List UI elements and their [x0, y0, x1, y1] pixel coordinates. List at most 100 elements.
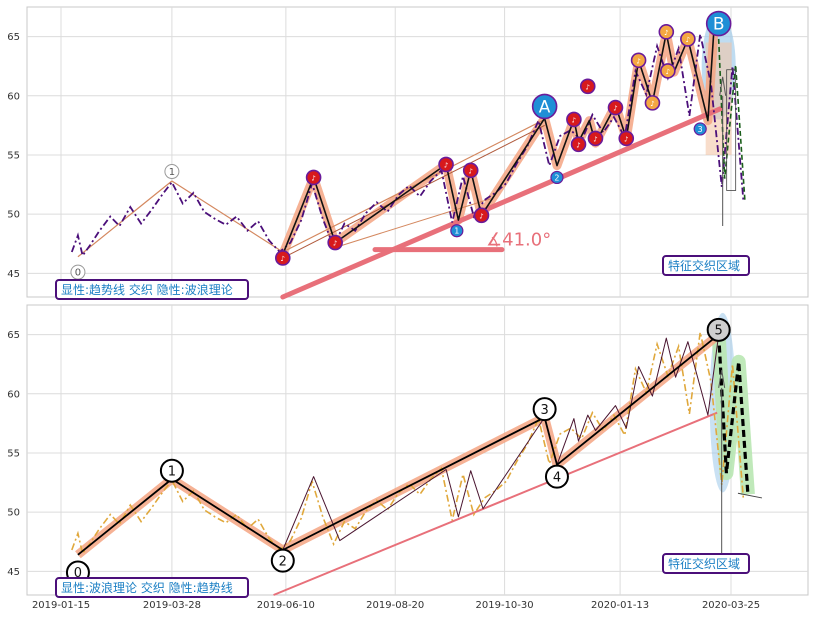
note-marker [680, 31, 696, 47]
wave-marker-label: 1 [454, 227, 459, 236]
wave-marker [532, 397, 557, 422]
note-marker [327, 234, 343, 251]
panel-caption-box [55, 279, 249, 300]
panel-caption: 显性:波浪理论 交织 隐性:趋势线 [61, 580, 233, 595]
note-icon: ♪ [593, 135, 597, 143]
x-tick-label: 2019-06-10 [257, 600, 315, 611]
x-tick-label: 2019-01-15 [32, 600, 90, 611]
price-series [71, 332, 745, 556]
note-marker [579, 78, 596, 95]
trend-segment [77, 180, 173, 258]
note-marker [660, 63, 676, 79]
note-icon: ♪ [650, 100, 654, 108]
angle-label: ∡41.0° [486, 230, 551, 251]
x-axis: 2019-01-15 2019-03-28 2019-06-10 2019-08-20… [32, 600, 760, 611]
y-tick-label: 55 [7, 448, 20, 459]
note-icon: ♪ [613, 105, 617, 113]
note-icon: ♪ [444, 161, 448, 169]
trendline [273, 411, 718, 596]
note-marker [462, 162, 479, 179]
wave-marker [544, 464, 569, 489]
note-icon: ♪ [311, 174, 315, 182]
trend-channel-inner [331, 198, 491, 249]
y-tick-label: 55 [7, 150, 20, 161]
note-icon: ♪ [686, 36, 690, 44]
wave-path [77, 333, 720, 556]
note-icon: ♪ [624, 135, 628, 143]
wave-marker-label: 1 [169, 167, 175, 178]
wave-marker-label: 1 [168, 464, 176, 479]
note-marker [274, 250, 291, 266]
note-marker [658, 24, 675, 40]
note-marker [630, 52, 647, 69]
x-tick-label: 2019-03-28 [143, 600, 201, 611]
y-tick-label: 50 [7, 508, 20, 519]
note-icon: ♪ [664, 29, 668, 37]
projection-box [726, 69, 737, 191]
wave-marker [164, 164, 180, 180]
top-panel: 45 50 55 60 65 ∡41.0° ♪ ♪ ♪ ♪ ♪ ♪ ♪ ♪ ♪ ♪ ♪ ♪ ♪ ♪ ♪ ♪ ♪ 1 0 A B 2 3 1… [7, 6, 809, 300]
wave-marker [159, 458, 184, 483]
panel-caption-box [55, 577, 249, 598]
wave-marker-label: 0 [75, 268, 81, 279]
wave-marker [270, 548, 295, 573]
wave-marker [531, 93, 558, 120]
sub-wave-path [282, 334, 720, 551]
wave-marker-label: B [713, 15, 725, 35]
main-trendline [280, 106, 723, 300]
note-icon: ♪ [586, 83, 590, 91]
note-icon: ♪ [666, 68, 670, 76]
x-tick-label: 2019-10-30 [476, 600, 534, 611]
y-tick-label: 50 [7, 210, 20, 221]
wave-marker-label: 4 [553, 470, 561, 485]
wave-marker [705, 10, 732, 37]
note-marker [473, 207, 490, 224]
note-marker [644, 95, 661, 111]
note-icon: ♪ [468, 167, 472, 175]
note-icon: ♪ [479, 212, 483, 220]
wave-marker [706, 317, 731, 342]
trend-channel-lower [282, 124, 545, 259]
note-marker [305, 169, 322, 186]
region-label-box [662, 553, 750, 574]
forecast-path [717, 334, 750, 495]
note-marker [570, 136, 587, 153]
note-icon: ♪ [576, 141, 580, 149]
wave-marker-label: A [539, 98, 551, 118]
wave-marker-label: 2 [279, 554, 287, 569]
wave-marker-label: 0 [74, 566, 82, 581]
note-marker [438, 156, 454, 173]
x-tick-label: 2020-03-25 [702, 600, 760, 611]
x-tick-label: 2020-01-13 [591, 600, 649, 611]
wave-marker-label: 3 [540, 403, 548, 418]
forecast-path [717, 38, 746, 200]
note-marker [618, 130, 635, 147]
note-icon: ♪ [281, 255, 285, 263]
y-tick-label: 65 [7, 32, 20, 43]
forecast-end-tick [737, 492, 763, 499]
y-tick-label: 45 [7, 269, 20, 280]
y-tick-label: 45 [7, 567, 20, 578]
wave-marker-label: 2 [554, 173, 559, 182]
note-icon: ♪ [333, 240, 337, 248]
y-tick-label: 65 [7, 330, 20, 341]
note-icon: ♪ [636, 57, 640, 65]
note-icon: ♪ [572, 116, 576, 124]
trend-segment [171, 180, 284, 253]
y-tick-label: 60 [7, 91, 20, 102]
wave-path [282, 27, 715, 255]
note-marker [587, 130, 604, 147]
wave-marker-label: 3 [698, 125, 703, 134]
arrow-icon [719, 76, 727, 226]
x-tick-label: 2019-08-20 [366, 600, 424, 611]
region-label-box [662, 255, 750, 276]
wave-marker [450, 224, 464, 238]
wave-marker [693, 122, 707, 136]
region-label: 特征交织区域 [668, 556, 740, 571]
wave-marker-label: 5 [715, 324, 723, 339]
plot-area [26, 304, 809, 596]
region-label: 特征交织区域 [668, 258, 740, 273]
y-tick-label: 60 [7, 389, 20, 400]
